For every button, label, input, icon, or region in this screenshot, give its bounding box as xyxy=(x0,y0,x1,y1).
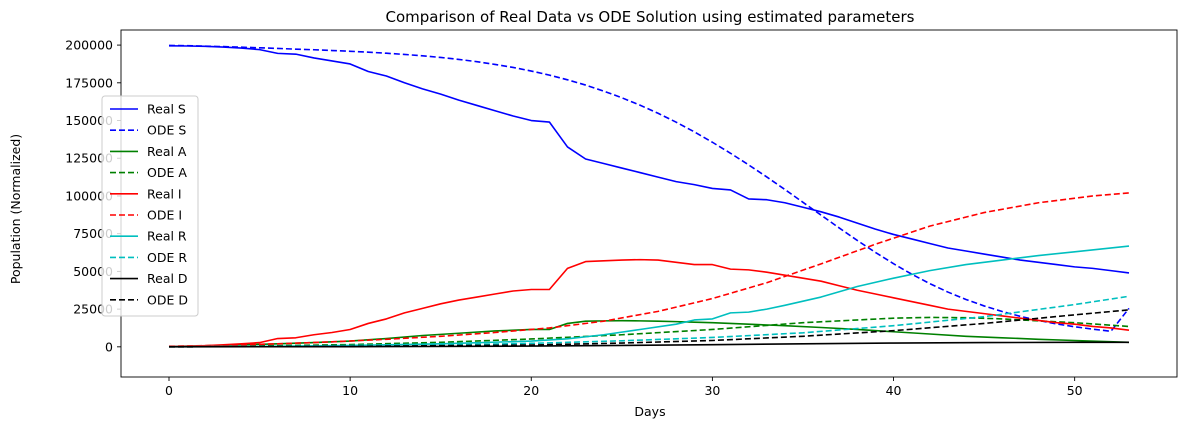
chart-title: Comparison of Real Data vs ODE Solution … xyxy=(385,8,914,26)
legend-label: ODE D xyxy=(147,292,188,307)
y-tick-label: 200000 xyxy=(65,38,113,53)
series-line-ode-s xyxy=(168,44,1130,333)
y-tick-label: 175000 xyxy=(65,75,113,90)
x-tick-label: 30 xyxy=(704,383,720,398)
legend-label: ODE S xyxy=(147,123,186,138)
y-tick-label: 150000 xyxy=(65,113,113,128)
series-line-ode-i xyxy=(168,192,1130,348)
y-tick-label: 125000 xyxy=(65,151,113,166)
series-line-real-i xyxy=(168,258,1130,348)
legend-label: ODE R xyxy=(147,250,187,265)
series-line-ode-d xyxy=(168,309,1130,348)
legend-label: ODE I xyxy=(147,208,182,223)
legend-label: Real I xyxy=(147,186,182,201)
x-tick-label: 40 xyxy=(886,383,902,398)
y-axis-label: Population (Normalized) xyxy=(8,134,23,284)
x-tick-label: 20 xyxy=(523,383,539,398)
legend-label: Real R xyxy=(147,229,187,244)
legend: Real S ODE S Real A ODE A Real I ODE I Real R O… xyxy=(101,95,199,317)
series-line-real-r xyxy=(168,245,1130,348)
legend-label: ODE A xyxy=(147,165,187,180)
y-tick-label: 0 xyxy=(105,339,113,354)
legend-label: Real D xyxy=(147,271,188,286)
axes: 0 10 20 30 40 5002500050000750001000001250001… xyxy=(65,29,1178,398)
series-line-real-s xyxy=(168,45,1130,274)
x-tick-label: 50 xyxy=(1067,383,1083,398)
x-tick-label: 0 xyxy=(165,383,173,398)
series-line-real-a xyxy=(168,319,1130,348)
legend-label: Real A xyxy=(147,144,187,159)
y-tick-label: 100000 xyxy=(65,188,113,203)
legend-label: Real S xyxy=(147,102,186,117)
series-lines xyxy=(168,44,1130,348)
x-axis-label: Days xyxy=(634,404,665,419)
x-tick-label: 10 xyxy=(342,383,358,398)
